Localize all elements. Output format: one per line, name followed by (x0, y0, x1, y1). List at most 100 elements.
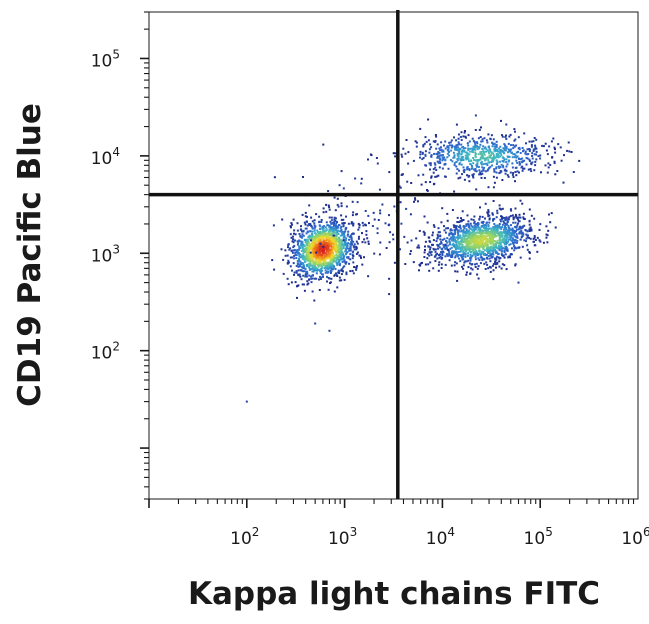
event-dot-pop2 (476, 244, 479, 247)
event-dot-pop2 (497, 245, 500, 248)
event-dot-pop3 (502, 166, 505, 169)
event-dot-pop4 (414, 197, 416, 200)
event-dot-pop1 (338, 243, 341, 246)
event-dot-pop3 (511, 173, 514, 176)
event-dot-pop2 (486, 232, 488, 235)
event-dot-pop2 (463, 246, 466, 249)
event-dot-pop1 (301, 235, 303, 238)
event-dot-pop2 (501, 207, 504, 210)
event-dot-pop2 (418, 246, 421, 249)
event-dot-pop1 (299, 256, 302, 259)
event-dot-pop1 (346, 256, 349, 259)
event-dot-pop1 (292, 262, 295, 265)
event-dot-pop2 (513, 249, 516, 252)
event-dot-pop1 (338, 224, 341, 226)
event-dot-pop2 (489, 236, 491, 239)
event-dot-pop2 (472, 239, 475, 242)
event-dot-pop1 (334, 224, 337, 227)
event-dot-pop3 (471, 173, 474, 176)
event-dot-pop2 (489, 266, 492, 269)
event-dot-pop3 (475, 170, 478, 173)
event-dot-pop1 (343, 265, 346, 268)
event-dot-pop2 (476, 246, 479, 249)
event-dot-pop2 (494, 261, 496, 264)
event-dot-pop1 (291, 269, 293, 272)
event-dot-pop2 (457, 241, 460, 244)
event-dot-pop2 (481, 246, 484, 249)
event-dot-pop1 (358, 254, 361, 257)
event-dot-pop2 (528, 236, 531, 239)
event-dot-pop2 (484, 268, 487, 270)
event-dot-pop2 (439, 255, 442, 258)
event-dot-pop2 (503, 241, 506, 244)
event-dot-pop3 (478, 159, 481, 161)
event-dot-pop1 (331, 219, 333, 222)
event-dot-pop3 (483, 137, 486, 140)
event-dot-pop2 (500, 247, 503, 250)
event-dot-pop1 (306, 215, 308, 218)
event-dot-pop1 (271, 259, 274, 262)
event-dot-pop2 (488, 237, 491, 240)
event-dot-pop1 (329, 242, 332, 245)
event-dot-pop1 (323, 264, 326, 267)
event-dot-pop3 (537, 155, 540, 158)
event-dot-pop2 (518, 231, 521, 234)
event-dot-pop4 (441, 207, 444, 210)
event-dot-pop3 (394, 152, 397, 155)
event-dot-pop3 (521, 157, 524, 160)
event-dot-pop1 (334, 217, 337, 220)
event-dot-pop1 (311, 220, 314, 223)
event-dot-pop3 (404, 152, 407, 155)
event-dot-pop3 (463, 178, 466, 181)
event-dot-pop2 (474, 237, 477, 239)
event-dot-pop3 (474, 169, 477, 172)
event-dot-pop3 (447, 167, 450, 170)
event-dot-pop1 (281, 218, 284, 221)
event-dot-pop2 (457, 232, 460, 235)
event-dot-pop1 (338, 264, 341, 267)
event-dot-pop2 (505, 235, 508, 238)
event-dot-pop3 (471, 167, 474, 170)
event-dot-pop3 (560, 159, 563, 162)
event-dot-pop3 (534, 146, 537, 149)
event-dot-pop3 (461, 173, 463, 176)
event-dot-pop1 (330, 222, 333, 225)
event-dot-pop3 (492, 143, 495, 146)
event-dot-pop2 (471, 263, 474, 266)
event-dot-pop2 (465, 223, 468, 226)
event-dot-pop2 (452, 252, 455, 255)
event-dot-pop3 (528, 158, 531, 161)
event-dot-pop2 (423, 251, 426, 254)
event-dot-pop3 (530, 170, 533, 173)
event-dot-pop2 (525, 237, 528, 240)
event-dot-pop3 (477, 153, 480, 156)
event-dot-pop2 (472, 226, 475, 229)
event-dot-pop3 (456, 144, 459, 146)
event-dot-pop2 (485, 224, 488, 227)
event-dot-pop2 (446, 212, 449, 215)
event-dot-pop1 (325, 221, 328, 224)
event-dot-pop1 (322, 231, 325, 234)
event-dot-pop2 (449, 237, 452, 240)
event-dot-pop2 (469, 250, 472, 253)
event-dot-pop3 (443, 156, 446, 159)
event-dot-pop2 (514, 213, 517, 216)
event-dot-pop3 (462, 159, 465, 161)
event-dot-pop1 (300, 243, 303, 246)
event-dot-pop2 (442, 245, 445, 248)
event-dot-pop2 (472, 252, 475, 254)
event-dot-pop2 (458, 243, 461, 246)
event-dot-pop3 (508, 159, 511, 162)
event-dot-pop2 (465, 248, 468, 251)
event-dot-pop2 (409, 252, 412, 255)
event-dot-pop3 (525, 163, 528, 166)
event-dot-pop2 (469, 227, 472, 230)
event-dot-pop2 (520, 232, 523, 235)
event-dot-pop3 (517, 136, 520, 139)
event-dot-pop1 (291, 223, 293, 226)
event-dot-pop1 (305, 243, 308, 246)
event-dot-pop2 (529, 237, 532, 240)
event-dot-pop4 (341, 222, 344, 225)
event-dot-pop2 (490, 236, 493, 238)
event-dot-pop1 (323, 258, 326, 261)
